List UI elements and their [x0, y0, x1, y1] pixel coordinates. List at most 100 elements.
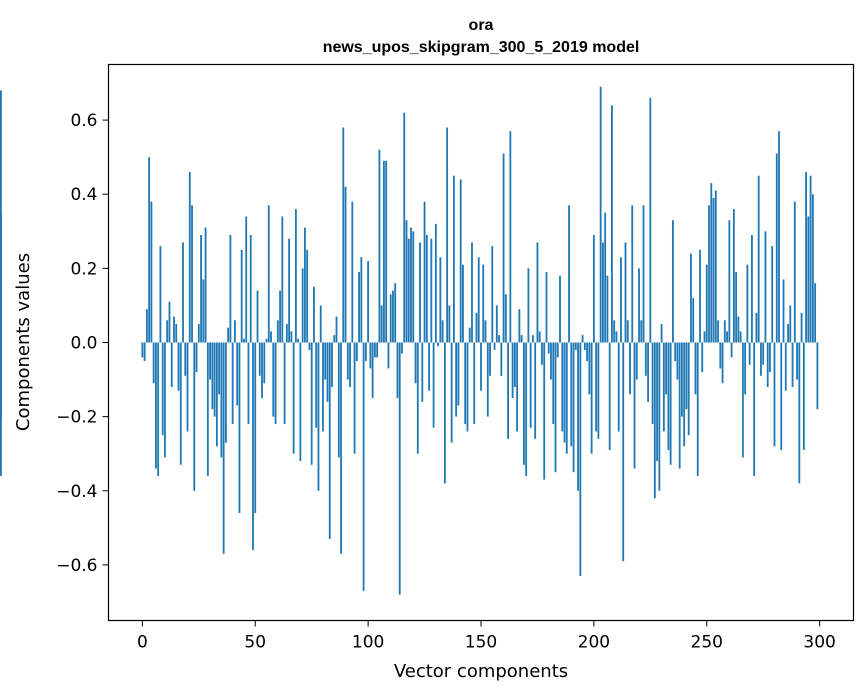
y-tick-label: 0.6: [70, 111, 97, 131]
bar-component-145: [468, 327, 471, 343]
bar-component-253: [712, 197, 715, 343]
bar-component-12: [168, 301, 171, 343]
bar-component-18: [182, 242, 184, 343]
y-tick-label: 0.2: [70, 259, 97, 279]
bar-component-53: [261, 342, 263, 399]
bar-component-98: [362, 342, 365, 591]
bar-component-269: [748, 342, 751, 365]
bar-component-214: [624, 242, 627, 343]
bar-component-102: [371, 342, 374, 399]
bar-component-267: [744, 342, 747, 395]
bar-component-47: [247, 342, 250, 425]
bar-component-263: [735, 272, 738, 343]
bar-component-243: [690, 253, 692, 343]
bar-component-219: [635, 342, 638, 380]
bar-component-212: [620, 257, 622, 343]
bar-component-66: [290, 331, 293, 343]
bar-component-127: [428, 342, 430, 391]
bar-component-55: [265, 338, 268, 343]
bar-component-72: [304, 227, 306, 343]
bar-component-255: [717, 320, 719, 343]
bar-component-22: [191, 205, 193, 343]
bar-component-125: [423, 201, 426, 343]
bar-component-224: [647, 342, 649, 402]
bar-component-197: [586, 342, 589, 362]
bar-component-279: [771, 246, 774, 343]
bar-component-63: [283, 342, 286, 425]
bar-component-259: [726, 331, 728, 343]
bar-component-58: [272, 342, 275, 417]
bar-component-21: [188, 171, 191, 343]
bar-component-244: [692, 298, 695, 343]
bar-component-273: [757, 175, 760, 343]
bar-component-106: [380, 305, 383, 343]
bar-component-163: [509, 131, 512, 343]
bar-component-288: [791, 342, 794, 387]
bar-component-114: [398, 342, 401, 595]
bar-component-28: [204, 227, 207, 343]
bar-component-191: [572, 342, 575, 473]
bar-component-71: [301, 268, 304, 343]
bar-component-156: [493, 342, 496, 350]
bar-component-296: [809, 175, 812, 343]
bar-component-112: [394, 283, 397, 343]
y-axis-label: Components values: [13, 253, 34, 431]
bar-component-33: [215, 342, 218, 447]
bar-component-35: [220, 342, 223, 458]
bar-component-173: [532, 335, 534, 343]
bar-component-196: [583, 342, 586, 350]
bar-component-44: [240, 249, 243, 343]
bar-component-84: [331, 342, 333, 387]
bar-component-130: [434, 223, 437, 343]
bar-component-101: [369, 342, 372, 369]
bar-component-177: [541, 342, 543, 365]
bar-component-257: [721, 342, 724, 384]
bar-component-179: [545, 272, 548, 343]
bar-component-208: [611, 105, 613, 343]
bar-component-184: [556, 342, 559, 358]
bar-component-231: [662, 342, 665, 432]
bar-component-275: [762, 342, 765, 365]
x-tick-label: 150: [465, 633, 497, 653]
bar-component-99: [364, 342, 367, 362]
bar-component-121: [414, 342, 417, 384]
bar-component-115: [401, 342, 403, 354]
bar-component-221: [640, 320, 643, 343]
bar-component-68: [294, 209, 297, 343]
bar-component-64: [285, 323, 288, 343]
bar-component-80: [322, 342, 324, 432]
bar-component-0: [141, 342, 144, 358]
y-tick-label: 0.0: [70, 334, 97, 354]
x-tick-label: 300: [803, 633, 835, 653]
bar-component-65: [288, 238, 291, 343]
bar-component-137: [450, 342, 453, 443]
bar-component-283: [780, 342, 783, 450]
x-axis-ticks: 0 50 100 150 200 250 300: [137, 620, 836, 653]
bar-component-103: [373, 342, 376, 358]
bar-component-52: [258, 342, 261, 376]
bar-component-110: [389, 294, 392, 343]
bar-component-40: [231, 342, 234, 425]
bar-component-70: [299, 342, 302, 462]
x-tick-label: 0: [137, 633, 148, 653]
x-tick-label: 50: [244, 633, 266, 653]
bar-component-135: [446, 127, 449, 343]
bar-component-284: [782, 279, 785, 343]
bar-component-126: [425, 235, 428, 343]
bar-component-104: [376, 342, 379, 358]
bar-component-158: [498, 335, 500, 343]
bar-component-9: [161, 342, 164, 436]
bar-component-157: [495, 305, 498, 343]
bar-component-27: [202, 279, 205, 343]
bar-component-140: [457, 342, 460, 406]
bar-component-183: [554, 342, 557, 473]
bar-component-122: [416, 342, 419, 454]
bar-component-10: [164, 342, 166, 458]
bar-component-194: [579, 342, 582, 577]
bar-component-159: [500, 342, 503, 376]
bar-component-165: [513, 342, 516, 387]
bar-component-170: [525, 342, 528, 476]
bar-component-213: [622, 342, 625, 562]
bar-component-26: [200, 235, 202, 343]
bar-component-14: [173, 316, 175, 343]
